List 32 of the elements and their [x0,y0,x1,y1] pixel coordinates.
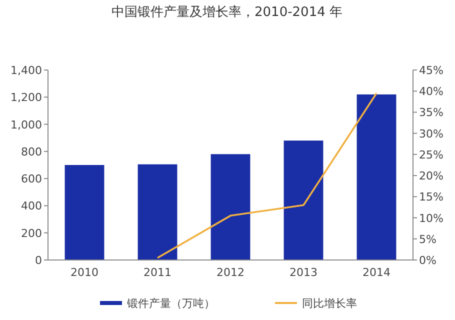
y2-tick-label: 0% [419,254,436,267]
y-tick-label: 200 [21,226,42,240]
y2-tick-label: 5% [419,232,436,246]
bar [210,154,250,260]
y2-tick-label: 40% [419,85,444,98]
x-tick-label: 2011 [144,266,172,279]
y-tick-label: 600 [21,172,42,186]
bar [356,94,396,260]
chart-title: 中国锻件产量及增长率，2010-2014 年 [112,4,342,20]
x-tick-label: 2014 [362,266,390,279]
bar [284,140,324,260]
y-tick-label: 1,200 [10,91,42,104]
y2-tick-label: 10% [419,212,444,225]
x-tick-label: 2013 [290,266,318,279]
line-series [156,92,378,259]
x-tick-label: 2010 [70,266,98,279]
y2-tick-label: 15% [419,190,444,204]
y2-tick-label: 20% [419,170,444,183]
y-tick-label: 800 [21,145,42,158]
y-tick-label: 1,400 [10,64,42,77]
y2-tick-label: 35% [419,106,444,120]
x-tick-label: 2012 [216,266,244,279]
y-tick-label: 400 [21,200,42,213]
y2-tick-label: 30% [419,127,444,140]
legend-label: 同比增长率 [302,297,357,310]
y-tick-label: 1,000 [10,118,42,132]
legend-label: 锻件产量（万吨） [126,297,215,310]
bar [64,165,104,260]
y2-tick-label: 25% [419,148,444,162]
bar [138,164,178,260]
y2-tick-label: 45% [419,64,444,77]
y-tick-label: 0 [35,254,42,267]
